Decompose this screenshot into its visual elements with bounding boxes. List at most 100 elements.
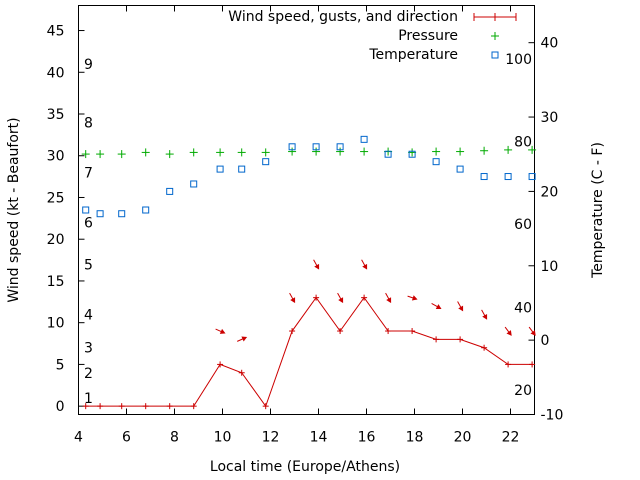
pressure-point (336, 147, 345, 156)
wind-speed-point (409, 328, 416, 335)
pressure-series (81, 145, 537, 159)
wind-speed-point (337, 328, 344, 335)
pressure-point (81, 150, 90, 159)
wind-speed-point (262, 403, 269, 410)
wind-speed-point (217, 361, 224, 368)
wind-speed-point (142, 403, 149, 410)
wind-speed-point (118, 403, 125, 410)
temperature-point (528, 173, 536, 181)
plot-frame (78, 5, 535, 415)
fahrenheit-label: 40 (514, 300, 532, 316)
temperature-point (504, 173, 512, 181)
beaufort-label: 7 (84, 165, 93, 181)
x-tick-label: 20 (454, 430, 472, 446)
pressure-point (456, 147, 465, 156)
temperature-series (82, 135, 536, 218)
x-tick-label: 6 (122, 430, 131, 446)
legend-label-temperature: Temperature (368, 47, 458, 63)
wind-speed-point (190, 403, 197, 410)
pressure-point (96, 150, 105, 159)
y-left-tick-label: 30 (47, 149, 65, 165)
legend-label-wind: Wind speed, gusts, and direction (228, 9, 458, 25)
temperature-point (118, 210, 126, 218)
pressure-point (141, 148, 150, 157)
wind-direction-arrow (215, 328, 226, 334)
temperature-point (288, 143, 296, 151)
wind-speed-point (82, 403, 89, 410)
y-right-tick-label: 0 (541, 333, 550, 349)
wind-direction-arrow (528, 326, 536, 336)
legend-swatch-pressure (491, 32, 499, 40)
wind-speed-point (166, 403, 173, 410)
x-tick-label: 12 (262, 430, 280, 446)
pressure-point (189, 148, 198, 157)
legend-swatch-temperature (491, 51, 499, 59)
wind-speed-point (361, 294, 368, 301)
fahrenheit-scale-labels: 20 40 60 80 100 (505, 52, 532, 399)
temperature-point (238, 165, 246, 173)
pressure-point (312, 147, 321, 156)
wind-direction-arrow (337, 292, 344, 304)
beaufort-label: 8 (84, 115, 93, 131)
wind-direction-arrow (313, 259, 320, 270)
x-tick-label: 18 (406, 430, 424, 446)
temperature-point (166, 187, 174, 195)
pressure-point (117, 150, 126, 159)
y-left-tick-label: 5 (56, 357, 65, 373)
wind-speed-point (433, 336, 440, 343)
y-left-tick-label: 20 (47, 232, 65, 248)
y-left-axis-ticks: 0 5 10 15 20 25 30 35 40 45 (47, 24, 85, 415)
fahrenheit-label: 60 (514, 217, 532, 233)
x-tick-label: 22 (502, 430, 520, 446)
pressure-point (480, 146, 489, 155)
wind-speed-point (289, 328, 296, 335)
wind-direction-arrow (431, 303, 442, 309)
temperature-point (142, 206, 150, 214)
y-right-tick-label: 10 (541, 259, 559, 275)
temperature-point (96, 210, 104, 218)
wind-speed-point (481, 344, 488, 351)
wind-direction-arrow (407, 295, 418, 301)
wind-direction-arrow (289, 292, 296, 304)
temperature-point (480, 173, 488, 181)
wind-direction-arrow (385, 292, 392, 304)
temperature-point (456, 165, 464, 173)
beaufort-label: 2 (84, 366, 93, 382)
pressure-point (432, 147, 441, 156)
pressure-point (360, 147, 369, 156)
legend: Wind speed, gusts, and direction Pressur… (228, 9, 517, 63)
y-right-tick-label: -10 (541, 408, 564, 424)
beaufort-label: 5 (84, 257, 93, 273)
wind-speed-point (457, 336, 464, 343)
wind-speed-point (505, 361, 512, 368)
y-left-axis-label: Wind speed (kt - Beaufort) (6, 117, 22, 302)
temperature-point (262, 158, 270, 166)
y-right-axis-label: Temperature (C - F) (590, 142, 606, 279)
pressure-point (237, 148, 246, 157)
y-right-tick-label: 40 (541, 36, 559, 52)
beaufort-label: 9 (84, 57, 93, 73)
x-tick-label: 10 (214, 430, 232, 446)
fahrenheit-label: 80 (514, 135, 532, 151)
pressure-point (165, 150, 174, 159)
wind-speed-point (529, 361, 536, 368)
y-left-tick-label: 15 (47, 274, 65, 290)
y-right-tick-label: 20 (541, 184, 559, 200)
pressure-point (528, 145, 537, 154)
temperature-point (312, 143, 320, 151)
x-tick-label: 4 (74, 430, 83, 446)
beaufort-scale-labels: 1 2 3 4 5 6 7 8 9 (84, 57, 93, 407)
y-right-axis-ticks: -10 0 10 20 30 40 (528, 36, 564, 424)
fahrenheit-label: 100 (505, 52, 532, 68)
temperature-point (384, 150, 392, 158)
y-left-tick-label: 10 (47, 316, 65, 332)
x-tick-label: 14 (310, 430, 328, 446)
temperature-point (190, 180, 198, 188)
y-left-tick-label: 35 (47, 107, 65, 123)
beaufort-label: 4 (84, 307, 93, 323)
wind-direction-arrow (481, 309, 488, 320)
wind-direction-arrow (361, 259, 368, 270)
pressure-point (261, 148, 270, 157)
